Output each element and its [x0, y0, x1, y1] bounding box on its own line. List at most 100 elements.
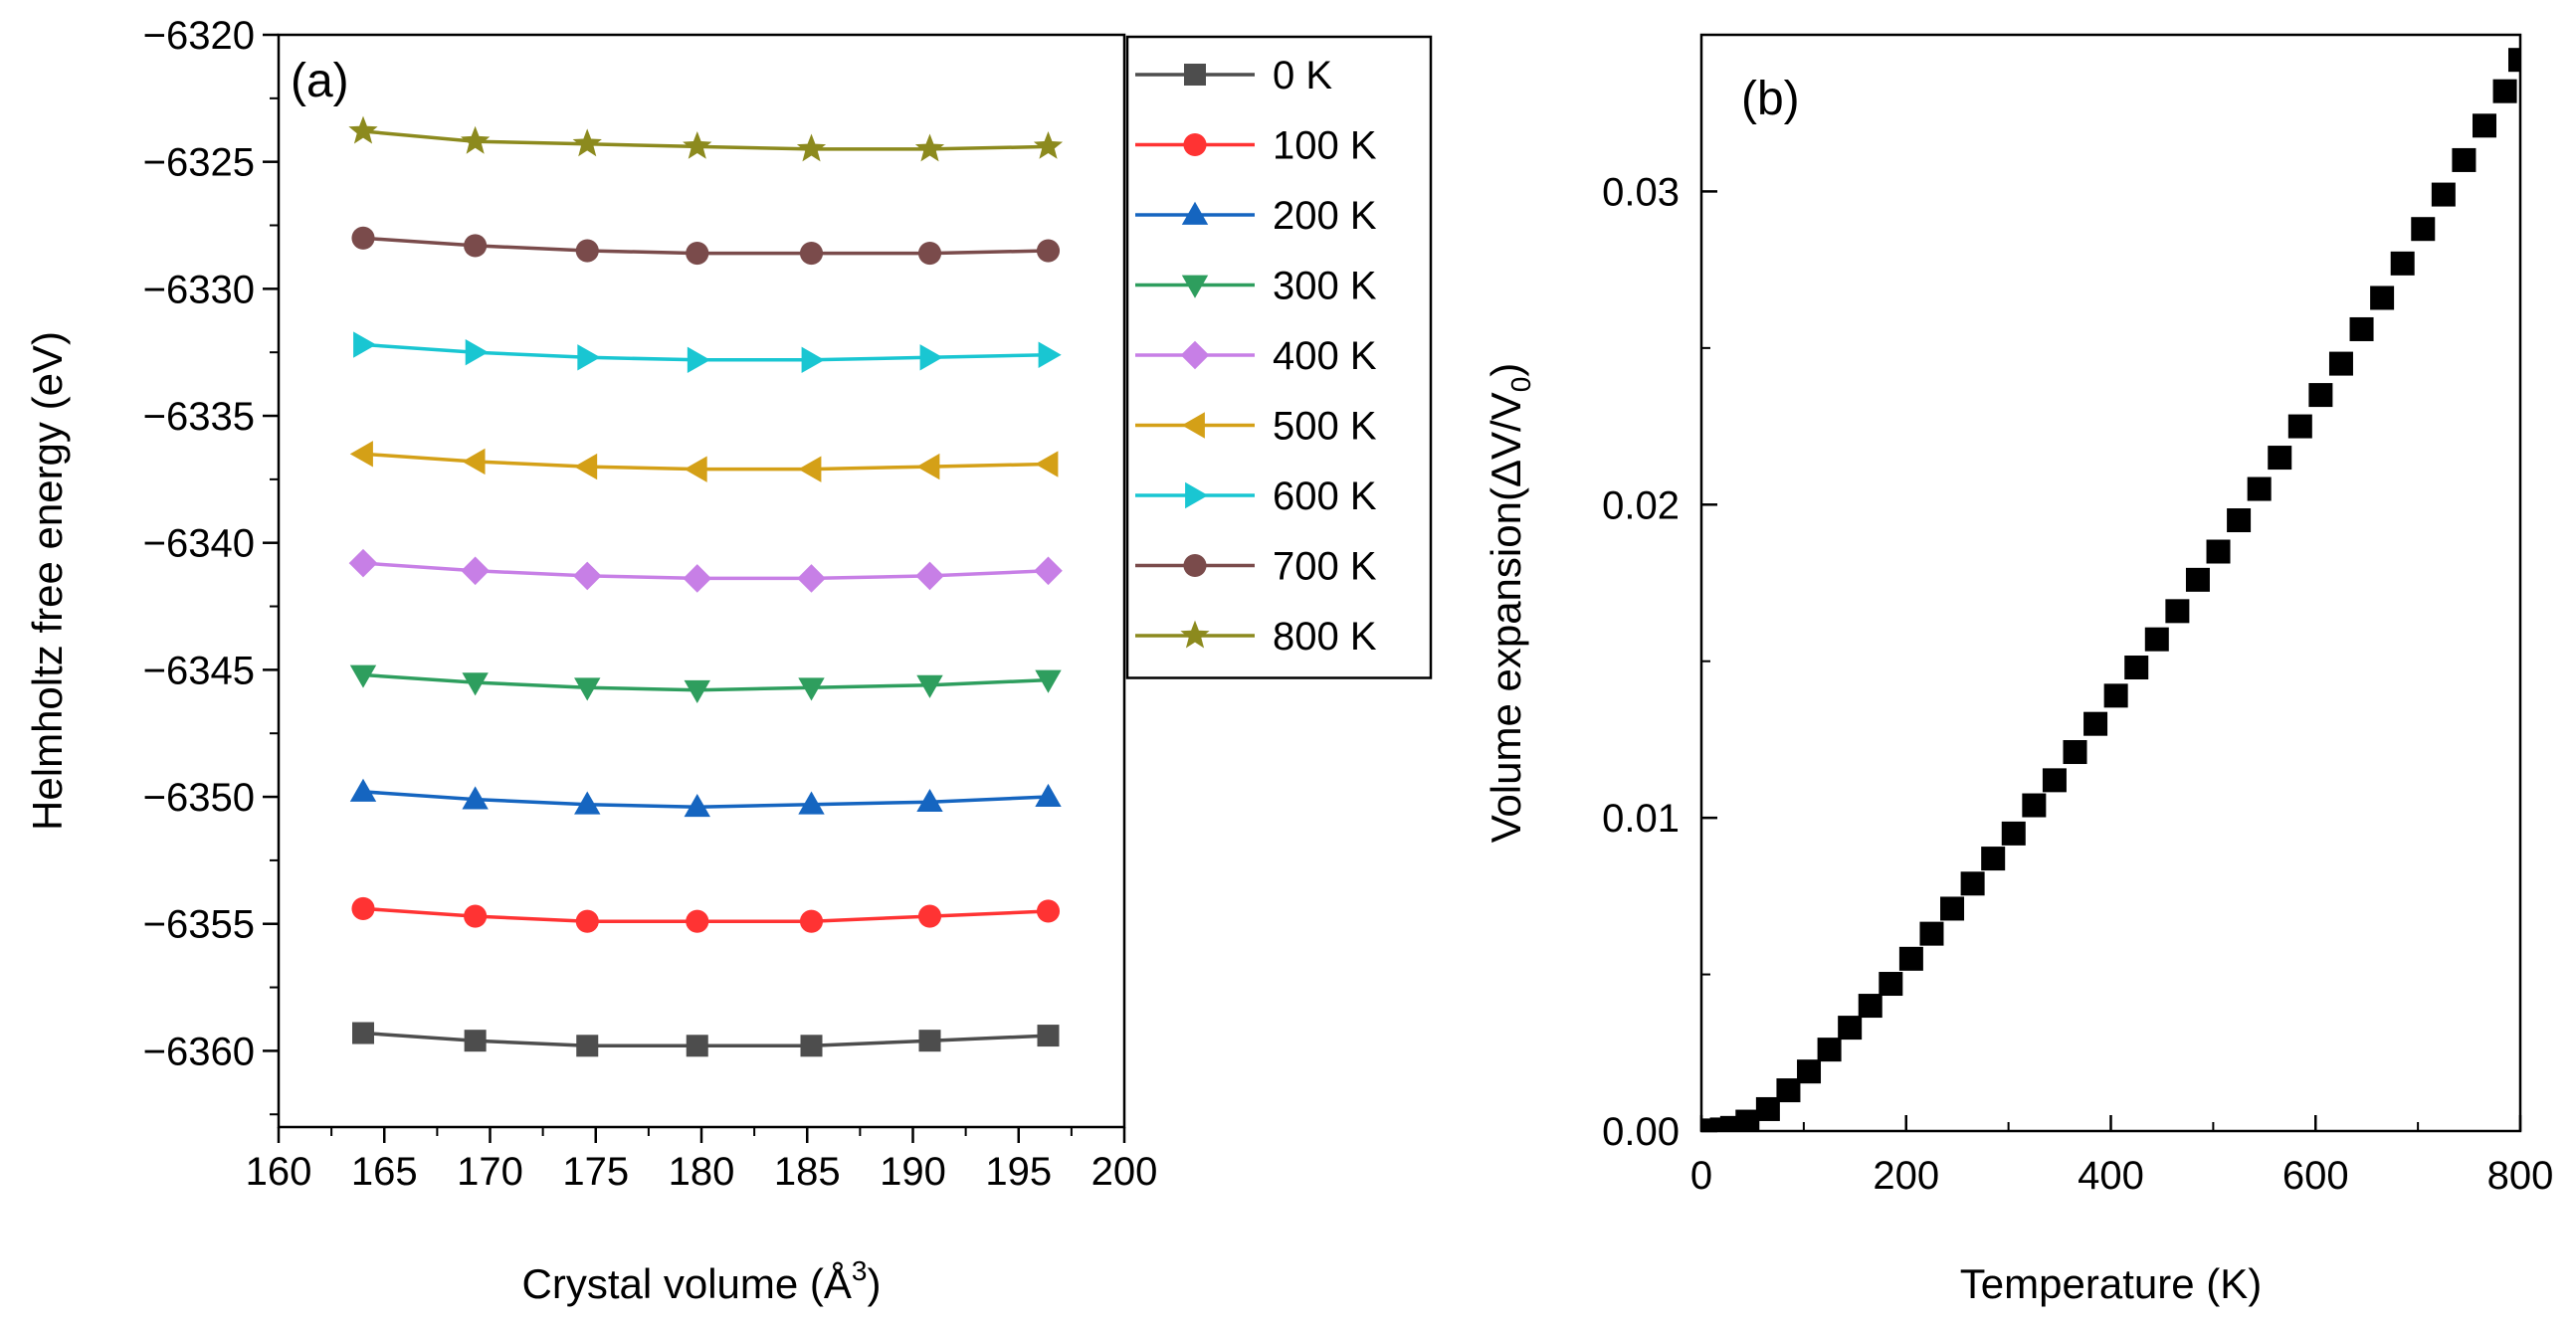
data-point [2083, 711, 2108, 736]
data-point [1036, 899, 1061, 923]
data-point [2063, 740, 2087, 765]
data-point [2452, 147, 2477, 172]
panel-b-y-axis-title: Volume expansion(ΔV/V0) [1483, 363, 1536, 844]
data-point [348, 548, 378, 578]
y-tick-label: −6340 [143, 522, 255, 566]
legend-label: 100 K [1273, 124, 1377, 168]
data-point [2390, 251, 2415, 276]
data-point [575, 909, 599, 933]
y-tick-label: −6360 [143, 1030, 255, 1073]
panel-b-x-axis-title: Temperature (K) [1960, 1260, 2262, 1307]
y-tick-label: −6335 [143, 395, 255, 439]
y-tick-label: 0.02 [1602, 483, 1680, 527]
panel-b-series [1701, 48, 2520, 1131]
data-point [2124, 656, 2149, 680]
data-point [917, 904, 942, 928]
data-point [800, 1035, 823, 1057]
data-point [2144, 627, 2169, 652]
legend-label: 500 K [1273, 405, 1377, 449]
panel-a-y-axis-title: Helmholtz free energy (eV) [24, 331, 71, 831]
panel-a-plot-frame [277, 33, 1126, 1129]
data-point [2472, 113, 2496, 138]
data-point [462, 672, 489, 696]
x-tick-label: 170 [457, 1150, 523, 1194]
data-point [683, 131, 712, 159]
data-point [353, 331, 377, 358]
data-point [2247, 476, 2272, 501]
data-point [1981, 847, 2006, 871]
legend-marker [1181, 275, 1209, 298]
panel-b-ticks: 0 200 400 600 800 0.00 0.01 0.02 0.03 [1602, 34, 2554, 1198]
data-point [574, 453, 598, 480]
panel-a-series [348, 115, 1064, 1057]
x-tick-label: 600 [2282, 1154, 2349, 1198]
panel-a-ticks: 160 165 170 175 180 185 190 195 200 −6320 −6325 −63… [143, 14, 1158, 1194]
panel-a-x-axis-title: Crystal volume (Å3) [522, 1255, 882, 1307]
data-point [686, 242, 709, 266]
x-tick-label: 185 [774, 1150, 841, 1194]
data-point [1776, 1078, 1801, 1103]
legend-label: 0 K [1273, 54, 1332, 97]
x-tick-label: 400 [2078, 1154, 2144, 1198]
data-point [916, 453, 940, 480]
data-point [2287, 414, 2312, 439]
x-tick-label: 200 [1091, 1150, 1158, 1194]
legend-marker [1181, 412, 1205, 439]
x-tick-label: 175 [562, 1150, 629, 1194]
data-point [797, 564, 826, 593]
data-point [2001, 821, 2026, 846]
data-point [348, 115, 378, 144]
y-tick-label: 0.03 [1602, 170, 1680, 214]
data-point [1898, 946, 1923, 971]
data-point [687, 346, 710, 374]
data-point [684, 456, 707, 482]
data-point [1735, 1109, 1760, 1131]
x-tick-label: 800 [2487, 1154, 2554, 1198]
legend-label: 800 K [1273, 615, 1377, 659]
data-point [1960, 871, 1985, 896]
data-point [686, 1035, 708, 1057]
data-point [2349, 316, 2374, 341]
x-tick-label: 0 [1690, 1154, 1712, 1198]
legend-marker [1183, 553, 1207, 578]
data-point [572, 561, 602, 591]
data-point [2227, 508, 2252, 533]
legend-marker [1183, 132, 1207, 157]
data-point [1038, 341, 1062, 368]
data-point [2370, 285, 2395, 310]
data-point [2492, 79, 2517, 103]
y-tick-label: 0.00 [1602, 1110, 1680, 1154]
x-tick-label: 190 [880, 1150, 946, 1194]
data-point [1037, 1025, 1060, 1047]
data-point [2508, 48, 2520, 73]
data-point [2165, 599, 2190, 624]
data-point [918, 1030, 941, 1052]
legend-label: 600 K [1273, 474, 1377, 518]
data-point [1797, 1059, 1822, 1084]
data-point [1034, 556, 1063, 586]
legend-marker [1185, 481, 1209, 509]
data-point [2328, 351, 2353, 376]
data-point [349, 441, 373, 468]
data-point [462, 786, 489, 810]
data-point [801, 346, 825, 374]
data-point [2308, 383, 2333, 408]
data-point [2268, 446, 2292, 471]
panel-a-legend: 0 K 100 K 200 K 300 K 400 K 500 K 600 K 700 K 80… [1125, 35, 1433, 679]
data-point [465, 338, 489, 366]
data-point [683, 564, 712, 593]
y-tick-label: −6320 [143, 14, 255, 58]
data-point [2206, 539, 2231, 564]
data-point [1033, 131, 1064, 159]
data-point [464, 234, 488, 258]
data-point [798, 456, 822, 482]
legend-label: 700 K [1273, 545, 1377, 589]
data-point [798, 677, 825, 701]
legend-label: 300 K [1273, 265, 1377, 308]
data-point [915, 561, 944, 591]
data-point [2042, 768, 2067, 793]
y-tick-label: 0.01 [1602, 797, 1680, 841]
legend-marker [1180, 340, 1210, 370]
data-point [914, 133, 945, 162]
y-tick-label: −6330 [143, 268, 255, 311]
